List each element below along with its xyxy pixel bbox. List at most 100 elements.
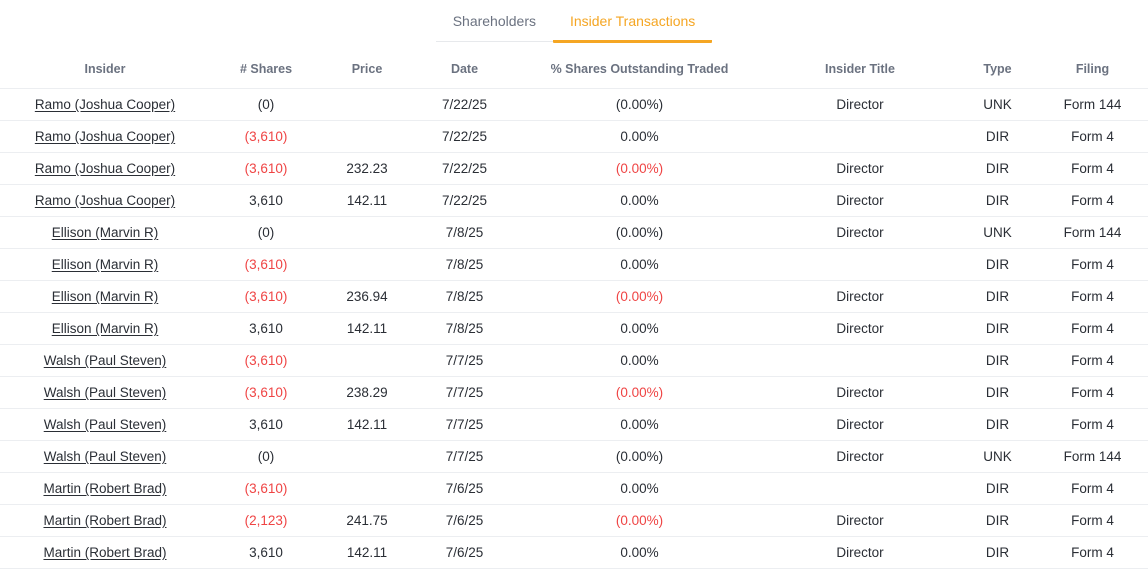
insider-link[interactable]: Martin (Robert Brad) (43, 481, 167, 496)
cell-shares: (0) (210, 440, 322, 473)
cell-filing: Form 144 (1037, 88, 1148, 121)
cell-insider: Walsh (Paul Steven) (0, 408, 210, 441)
cell-title (762, 344, 958, 377)
insider-link[interactable]: Ellison (Marvin R) (51, 321, 159, 336)
insider-link[interactable]: Ramo (Joshua Cooper) (34, 193, 176, 208)
cell-insider: Ramo (Joshua Cooper) (0, 152, 210, 185)
cell-pct: 0.00% (517, 344, 762, 377)
cell-pct: (0.00%) (517, 440, 762, 473)
column-header-type: Type (958, 52, 1037, 89)
cell-price (322, 120, 412, 153)
cell-insider: Walsh (Paul Steven) (0, 440, 210, 473)
cell-title (762, 248, 958, 281)
cell-pct: 0.00% (517, 472, 762, 505)
cell-insider: Ellison (Marvin R) (0, 280, 210, 313)
cell-price (322, 216, 412, 249)
cell-type: DIR (958, 312, 1037, 345)
cell-filing: Form 4 (1037, 280, 1148, 313)
insider-link[interactable]: Ramo (Joshua Cooper) (34, 97, 176, 112)
cell-pct: (0.00%) (517, 280, 762, 313)
tab-insider-transactions[interactable]: Insider Transactions (552, 0, 713, 43)
header-row: Insider # Shares Price Date % Shares Out… (0, 52, 1148, 89)
cell-type: DIR (958, 152, 1037, 185)
cell-filing: Form 4 (1037, 344, 1148, 377)
cell-filing: Form 4 (1037, 472, 1148, 505)
table-row: Walsh (Paul Steven) (0) 7/7/25 (0.00%) Direc… (0, 440, 1148, 473)
insider-transactions-table: Insider # Shares Price Date % Shares Out… (0, 52, 1148, 569)
cell-price (322, 472, 412, 505)
cell-price: 241.75 (322, 504, 412, 537)
insider-link[interactable]: Martin (Robert Brad) (43, 513, 167, 528)
cell-type: UNK (958, 88, 1037, 121)
cell-pct: (0.00%) (517, 504, 762, 537)
insider-link[interactable]: Ellison (Marvin R) (51, 225, 159, 240)
tab-shareholders[interactable]: Shareholders (452, 13, 536, 29)
cell-date: 7/22/25 (412, 120, 517, 153)
cell-type: DIR (958, 376, 1037, 409)
cell-date: 7/7/25 (412, 376, 517, 409)
insider-link[interactable]: Ellison (Marvin R) (51, 257, 159, 272)
cell-insider: Martin (Robert Brad) (0, 472, 210, 505)
cell-date: 7/22/25 (412, 184, 517, 217)
cell-insider: Ellison (Marvin R) (0, 312, 210, 345)
cell-shares: 3,610 (210, 184, 322, 217)
table-row: Ellison (Marvin R) (0) 7/8/25 (0.00%) Direct… (0, 216, 1148, 249)
column-header-pct-shares-outstanding-traded: % Shares Outstanding Traded (517, 52, 762, 89)
tab-bar: Shareholders Insider Transactions (435, 0, 713, 43)
cell-title: Director (762, 152, 958, 185)
table-row: Ramo (Joshua Cooper) (3,610) 232.23 7/22/25… (0, 152, 1148, 185)
table-row: Martin (Robert Brad) 3,610 142.11 7/6/25 0.0… (0, 536, 1148, 569)
cell-insider: Martin (Robert Brad) (0, 536, 210, 569)
cell-type: DIR (958, 408, 1037, 441)
cell-filing: Form 4 (1037, 376, 1148, 409)
cell-title: Director (762, 216, 958, 249)
cell-price: 142.11 (322, 312, 412, 345)
cell-date: 7/22/25 (412, 152, 517, 185)
cell-type: DIR (958, 248, 1037, 281)
cell-shares: (3,610) (210, 248, 322, 281)
table-row: Ellison (Marvin R) (3,610) 7/8/25 0.00% DIR F… (0, 248, 1148, 281)
table-row: Ramo (Joshua Cooper) (3,610) 7/22/25 0.00% D… (0, 120, 1148, 153)
cell-title: Director (762, 536, 958, 569)
cell-pct: 0.00% (517, 536, 762, 569)
cell-type: DIR (958, 504, 1037, 537)
cell-price: 238.29 (322, 376, 412, 409)
cell-filing: Form 4 (1037, 536, 1148, 569)
cell-shares: (3,610) (210, 344, 322, 377)
cell-pct: 0.00% (517, 184, 762, 217)
insider-link[interactable]: Ramo (Joshua Cooper) (34, 161, 176, 176)
cell-type: DIR (958, 280, 1037, 313)
cell-date: 7/8/25 (412, 248, 517, 281)
table-row: Walsh (Paul Steven) (3,610) 7/7/25 0.00% DIR… (0, 344, 1148, 377)
insider-link[interactable]: Martin (Robert Brad) (43, 545, 167, 560)
table-row: Walsh (Paul Steven) 3,610 142.11 7/7/25 0.00… (0, 408, 1148, 441)
cell-price (322, 248, 412, 281)
insider-link[interactable]: Walsh (Paul Steven) (43, 385, 167, 400)
insider-link[interactable]: Walsh (Paul Steven) (43, 353, 167, 368)
cell-filing: Form 4 (1037, 312, 1148, 345)
insider-link[interactable]: Walsh (Paul Steven) (43, 449, 167, 464)
cell-type: UNK (958, 216, 1037, 249)
cell-filing: Form 4 (1037, 184, 1148, 217)
cell-filing: Form 144 (1037, 216, 1148, 249)
cell-price: 142.11 (322, 536, 412, 569)
insider-link[interactable]: Walsh (Paul Steven) (43, 417, 167, 432)
cell-date: 7/8/25 (412, 216, 517, 249)
table-row: Martin (Robert Brad) (2,123) 241.75 7/6/25(… (0, 504, 1148, 537)
cell-price: 142.11 (322, 184, 412, 217)
cell-type: DIR (958, 344, 1037, 377)
table-row: Ramo (Joshua Cooper) (0) 7/22/25 (0.00%) Dir… (0, 88, 1148, 121)
cell-pct: (0.00%) (517, 88, 762, 121)
cell-date: 7/7/25 (412, 408, 517, 441)
cell-insider: Ramo (Joshua Cooper) (0, 120, 210, 153)
column-header-date: Date (412, 52, 517, 89)
cell-pct: (0.00%) (517, 152, 762, 185)
insider-link[interactable]: Ramo (Joshua Cooper) (34, 129, 176, 144)
cell-filing: Form 4 (1037, 504, 1148, 537)
cell-filing: Form 4 (1037, 120, 1148, 153)
insider-link[interactable]: Ellison (Marvin R) (51, 289, 159, 304)
cell-pct: (0.00%) (517, 216, 762, 249)
cell-shares: (2,123) (210, 504, 322, 537)
cell-date: 7/8/25 (412, 280, 517, 313)
